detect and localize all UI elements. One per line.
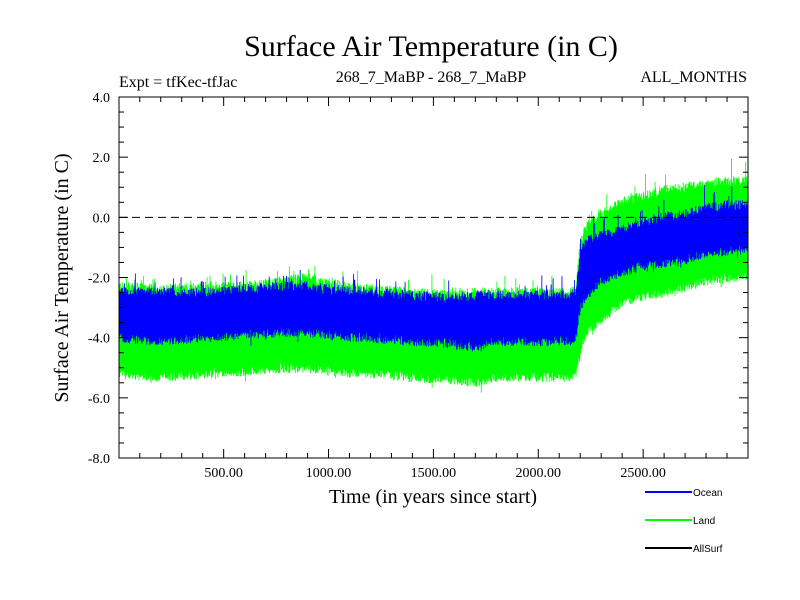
x-axis-label: Time (in years since start) — [329, 486, 537, 508]
x-tick-label: 500.00 — [204, 466, 243, 481]
axes-layer: 500.00 1000.00 1500.00 2000.00 2500.00 4.0 2.0… — [88, 91, 748, 481]
x-tick-label: 2000.00 — [516, 466, 562, 481]
chart-subtitle-center: 268_7_MaBP - 268_7_MaBP — [336, 69, 527, 86]
plot-area: 500.00 1000.00 1500.00 2000.00 2500.00 4.0 2.0… — [88, 91, 749, 481]
y-tick-label: -8.0 — [88, 452, 110, 467]
series-ocean — [119, 185, 748, 352]
legend-item-land: Land — [645, 516, 715, 527]
legend-item-allsurf: AllSurf — [645, 544, 723, 555]
series-layer — [119, 158, 748, 393]
x-tick-label: 2500.00 — [620, 466, 666, 481]
x-tick-label: 1500.00 — [411, 466, 457, 481]
legend: Ocean Land AllSurf — [645, 488, 723, 555]
legend-label: Land — [693, 516, 715, 527]
series-land — [119, 158, 748, 393]
chart-subtitle-left: Expt = tfKec-tfJac — [119, 74, 237, 91]
y-tick-label: 4.0 — [93, 91, 111, 106]
y-axis-label: Surface Air Temperature (in C) — [51, 153, 73, 402]
y-tick-label: -4.0 — [88, 332, 110, 347]
legend-label: Ocean — [693, 488, 722, 499]
series-line-land — [119, 158, 748, 393]
legend-label: AllSurf — [693, 544, 723, 555]
y-tick-label: -2.0 — [88, 272, 110, 287]
x-tick-label: 1000.00 — [306, 466, 352, 481]
chart-subtitle-right: ALL_MONTHS — [640, 69, 747, 86]
y-tick-label: 2.0 — [93, 151, 111, 166]
legend-item-ocean: Ocean — [645, 488, 722, 499]
y-tick-label: -6.0 — [88, 392, 110, 407]
y-tick-label: 0.0 — [93, 211, 111, 226]
chart-title: Surface Air Temperature (in C) — [244, 30, 618, 63]
series-line-ocean — [119, 185, 748, 352]
